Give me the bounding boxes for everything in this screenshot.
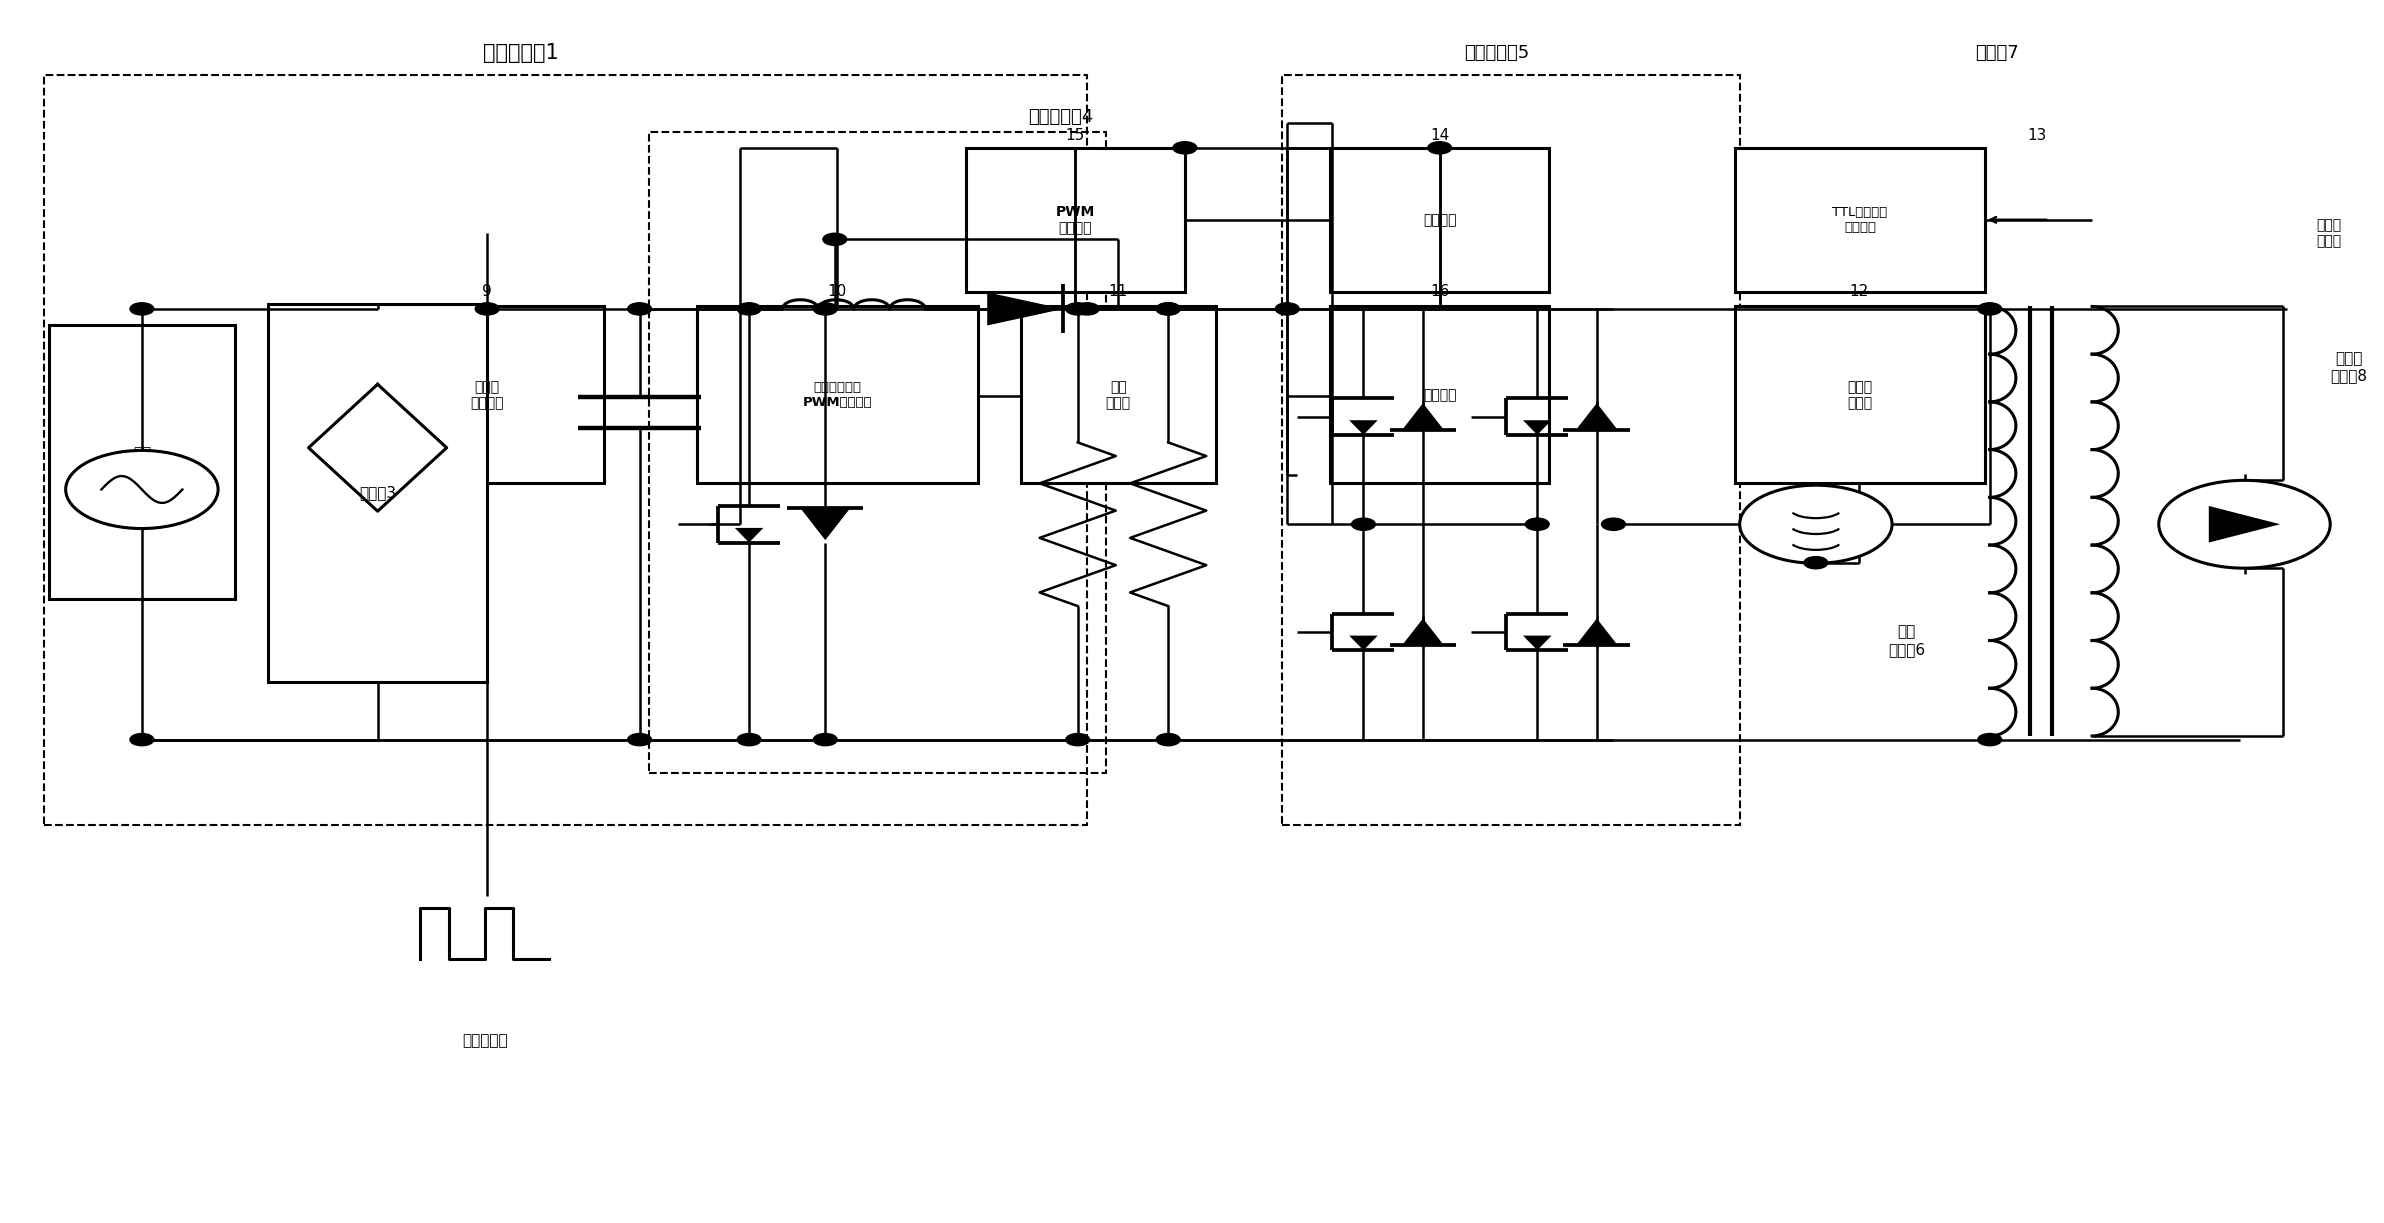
Text: 矩形波信号: 矩形波信号 xyxy=(462,1033,508,1048)
Circle shape xyxy=(1156,734,1180,746)
Text: 12: 12 xyxy=(1850,284,1869,300)
FancyBboxPatch shape xyxy=(267,305,486,682)
Text: 驱动电路: 驱动电路 xyxy=(1423,388,1457,402)
Circle shape xyxy=(1066,734,1089,746)
Circle shape xyxy=(1352,519,1376,531)
FancyBboxPatch shape xyxy=(50,325,234,599)
Polygon shape xyxy=(1349,421,1378,435)
FancyBboxPatch shape xyxy=(370,307,603,483)
Text: PWM
控制电路: PWM 控制电路 xyxy=(1056,204,1094,235)
Circle shape xyxy=(737,734,760,746)
Circle shape xyxy=(1066,303,1089,316)
FancyBboxPatch shape xyxy=(1736,148,1986,292)
FancyBboxPatch shape xyxy=(1736,307,1986,483)
Text: 9: 9 xyxy=(482,284,491,300)
Circle shape xyxy=(1156,303,1180,316)
Text: 13: 13 xyxy=(2029,128,2048,143)
Circle shape xyxy=(813,303,837,316)
Circle shape xyxy=(1156,303,1180,316)
Text: 16: 16 xyxy=(1430,284,1449,300)
Circle shape xyxy=(1275,303,1299,316)
Polygon shape xyxy=(987,292,1063,325)
Circle shape xyxy=(474,303,498,316)
Text: 15: 15 xyxy=(1066,128,1085,143)
Text: 逻辑电路: 逻辑电路 xyxy=(1423,213,1457,226)
Circle shape xyxy=(1428,142,1452,154)
Polygon shape xyxy=(1523,421,1552,435)
Circle shape xyxy=(2160,481,2329,569)
Polygon shape xyxy=(801,509,851,541)
Text: 矩形波
发生电路: 矩形波 发生电路 xyxy=(470,380,503,410)
Polygon shape xyxy=(1402,619,1445,646)
Text: 14: 14 xyxy=(1430,128,1449,143)
Polygon shape xyxy=(734,528,763,543)
Circle shape xyxy=(1526,519,1550,531)
Polygon shape xyxy=(1523,636,1552,651)
Circle shape xyxy=(67,450,217,528)
Text: 10: 10 xyxy=(827,284,846,300)
Circle shape xyxy=(822,234,846,246)
Text: 电压
检测器: 电压 检测器 xyxy=(1106,380,1130,410)
Text: 变压器7: 变压器7 xyxy=(1974,44,2019,61)
Text: 电流检
测电路: 电流检 测电路 xyxy=(1848,380,1871,410)
Circle shape xyxy=(1979,734,2003,746)
Polygon shape xyxy=(2210,506,2279,543)
FancyBboxPatch shape xyxy=(966,148,1185,292)
Circle shape xyxy=(131,303,155,316)
Circle shape xyxy=(1602,519,1626,531)
Polygon shape xyxy=(1576,619,1619,646)
Text: 全桥式电路5: 全桥式电路5 xyxy=(1464,44,1531,61)
Polygon shape xyxy=(1576,404,1619,430)
Circle shape xyxy=(1805,556,1829,569)
Circle shape xyxy=(737,303,760,316)
Text: TTL电平波形
整形电路: TTL电平波形 整形电路 xyxy=(1833,205,1888,234)
Circle shape xyxy=(1979,303,2003,316)
Text: 电流
检测器6: 电流 检测器6 xyxy=(1888,625,1924,657)
Text: 商用
电源2: 商用 电源2 xyxy=(129,446,155,478)
Polygon shape xyxy=(1402,404,1445,430)
Text: 断续器电压用
PWM控制电路: 断续器电压用 PWM控制电路 xyxy=(803,380,873,408)
Circle shape xyxy=(1075,303,1099,316)
Circle shape xyxy=(131,734,155,746)
Text: 断续器电路4: 断续器电路4 xyxy=(1028,109,1094,126)
Circle shape xyxy=(813,734,837,746)
Polygon shape xyxy=(1349,636,1378,651)
Circle shape xyxy=(1740,486,1893,564)
Circle shape xyxy=(627,303,651,316)
FancyBboxPatch shape xyxy=(696,307,977,483)
FancyBboxPatch shape xyxy=(1330,148,1550,292)
FancyBboxPatch shape xyxy=(1020,307,1216,483)
Text: 11: 11 xyxy=(1109,284,1128,300)
Text: 直流电源部1: 直流电源部1 xyxy=(482,43,558,62)
Text: 准分子
放电灯8: 准分子 放电灯8 xyxy=(2329,351,2367,384)
Circle shape xyxy=(1173,142,1197,154)
Text: 比较电
平信号: 比较电 平信号 xyxy=(2315,218,2341,248)
Text: 整流器3: 整流器3 xyxy=(360,486,396,500)
FancyBboxPatch shape xyxy=(1330,307,1550,483)
Circle shape xyxy=(627,734,651,746)
